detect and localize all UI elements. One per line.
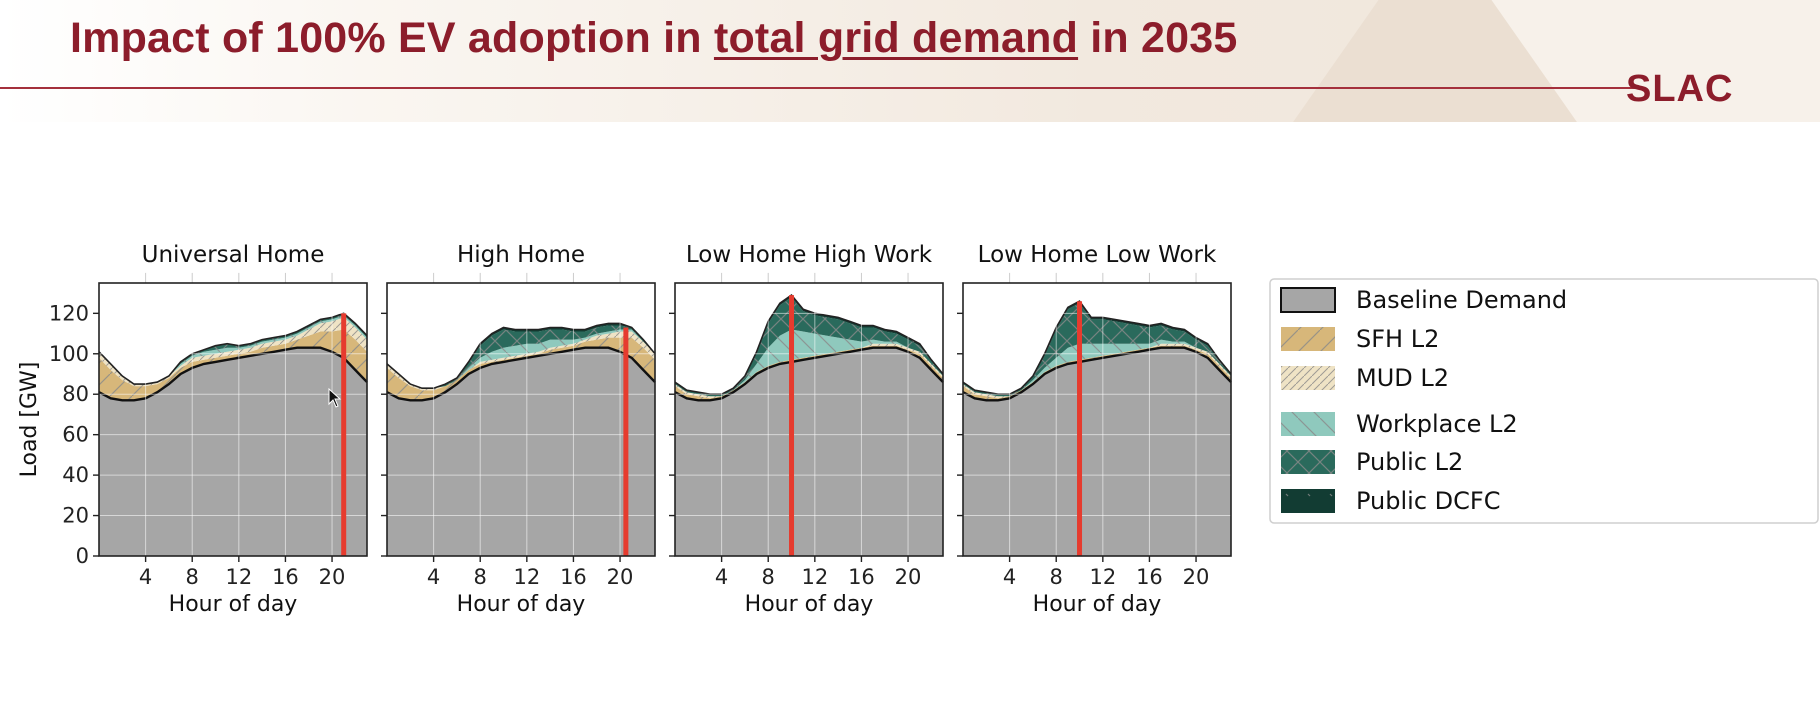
slac-logo: SLAC — [1626, 68, 1734, 110]
legend-swatch-hatch — [1281, 489, 1335, 513]
legend: Baseline Demand SFH L2 MUD L2 Workplace L2 P… — [1269, 278, 1819, 524]
legend-label: MUD L2 — [1356, 364, 1449, 392]
chart-title: Low Home High Work — [686, 242, 933, 268]
x-tick-label: 4 — [427, 565, 440, 589]
x-tick-label: 20 — [319, 565, 346, 589]
slide-title-part2: in 2035 — [1078, 14, 1238, 62]
area-workplace-l2-hatch — [675, 329, 943, 397]
legend-swatch-hatch — [1281, 412, 1335, 436]
y-tick-label: 120 — [49, 301, 89, 325]
baseline-outline — [962, 346, 1232, 402]
x-axis-label: Hour of day — [1033, 592, 1162, 617]
x-tick-label: 8 — [474, 565, 487, 589]
x-tick-label: 4 — [715, 565, 728, 589]
legend-item-baseline-demand: Baseline Demand — [1280, 286, 1567, 314]
total-outline — [386, 322, 656, 389]
legend-item-workplace-l2: Workplace L2 — [1281, 410, 1518, 438]
legend-label: Public L2 — [1356, 448, 1463, 476]
legend-label: Public DCFC — [1356, 487, 1500, 515]
plot-frame — [962, 282, 1232, 557]
y-tick-label: 80 — [62, 382, 89, 406]
title-rule — [0, 87, 1640, 89]
mouse-cursor-icon — [328, 387, 342, 408]
chart-panel-3: 4 8 12 16 20 Low Home High Work Hour of day — [669, 242, 944, 617]
plot-frame — [386, 282, 656, 557]
chart-panel-2: 4 8 12 16 20 High Home Hour of day — [381, 242, 656, 617]
chart-title: Universal Home — [142, 242, 325, 268]
x-tick-label: 20 — [1183, 565, 1210, 589]
area-public-l2-hatch — [963, 303, 1231, 397]
plot-frame — [98, 282, 368, 557]
area-baseline-demand — [963, 347, 1231, 556]
slide-title-underlined: total grid demand — [713, 14, 1079, 62]
area-baseline-demand — [99, 347, 367, 556]
x-tick-label: 4 — [1003, 565, 1016, 589]
x-tick-label: 12 — [225, 565, 252, 589]
legend-swatch-hatch — [1281, 366, 1335, 390]
y-axis-label: Load [GW] — [17, 362, 42, 478]
y-tick-label: 0 — [76, 544, 89, 568]
x-tick-label: 8 — [186, 565, 199, 589]
title-banner — [0, 0, 1820, 122]
area-sfh-l2-hatch — [387, 337, 655, 401]
x-tick-label: 12 — [1089, 565, 1116, 589]
chart-title: High Home — [457, 242, 585, 268]
legend-item-public-l2: Public L2 — [1281, 448, 1463, 476]
x-axis-label: Hour of day — [169, 592, 298, 617]
y-tick-label: 20 — [62, 504, 89, 528]
slide-title: Impact of 100% EV adoption in total grid… — [70, 14, 1237, 63]
legend-item-public-dcfc: Public DCFC — [1281, 487, 1500, 515]
plot-frame — [674, 282, 944, 557]
x-tick-label: 20 — [895, 565, 922, 589]
legend-swatch-hatch — [1281, 327, 1335, 351]
area-baseline-demand — [387, 347, 655, 556]
x-tick-label: 16 — [848, 565, 875, 589]
area-workplace-l2-hatch — [99, 315, 367, 385]
area-public-l2-hatch — [387, 325, 655, 389]
legend-label: Workplace L2 — [1356, 410, 1518, 438]
x-tick-label: 12 — [513, 565, 540, 589]
baseline-outline — [674, 346, 944, 402]
legend-box — [1269, 278, 1819, 524]
legend-item-mud-l2: MUD L2 — [1281, 364, 1449, 392]
chart-panel-1: 4 8 12 16 20 0 20 40 60 80 100 120 Universal Home Hou… — [17, 242, 368, 617]
x-tick-label: 16 — [560, 565, 587, 589]
area-public-l2-hatch — [675, 297, 943, 397]
chart-panel-4: 4 8 12 16 20 Low Home Low Work Hour of day — [957, 242, 1232, 617]
x-tick-label: 4 — [139, 565, 152, 589]
total-outline — [98, 312, 368, 385]
legend-swatch-hatch — [1281, 450, 1335, 474]
area-workplace-l2-hatch — [963, 339, 1231, 397]
legend-label: SFH L2 — [1356, 325, 1439, 353]
y-tick-label: 40 — [62, 463, 89, 487]
x-tick-label: 12 — [801, 565, 828, 589]
x-tick-label: 16 — [1136, 565, 1163, 589]
x-tick-label: 20 — [607, 565, 634, 589]
x-tick-label: 8 — [1050, 565, 1063, 589]
legend-item-sfh-l2: SFH L2 — [1281, 325, 1439, 353]
x-axis-label: Hour of day — [745, 592, 874, 617]
y-tick-label: 100 — [49, 342, 89, 366]
x-axis-label: Hour of day — [457, 592, 586, 617]
x-tick-label: 16 — [272, 565, 299, 589]
area-baseline-demand — [675, 347, 943, 556]
x-tick-label: 8 — [762, 565, 775, 589]
y-tick-label: 60 — [62, 423, 89, 447]
area-public-l2-hatch — [99, 313, 367, 385]
slide-title-part1: Impact of 100% EV adoption in — [70, 14, 714, 62]
baseline-outline — [98, 346, 368, 402]
legend-label: Baseline Demand — [1356, 286, 1567, 314]
baseline-outline — [386, 346, 656, 402]
legend-swatch — [1280, 287, 1336, 313]
area-mud-l2-hatch — [99, 317, 367, 387]
chart-title: Low Home Low Work — [978, 242, 1217, 268]
